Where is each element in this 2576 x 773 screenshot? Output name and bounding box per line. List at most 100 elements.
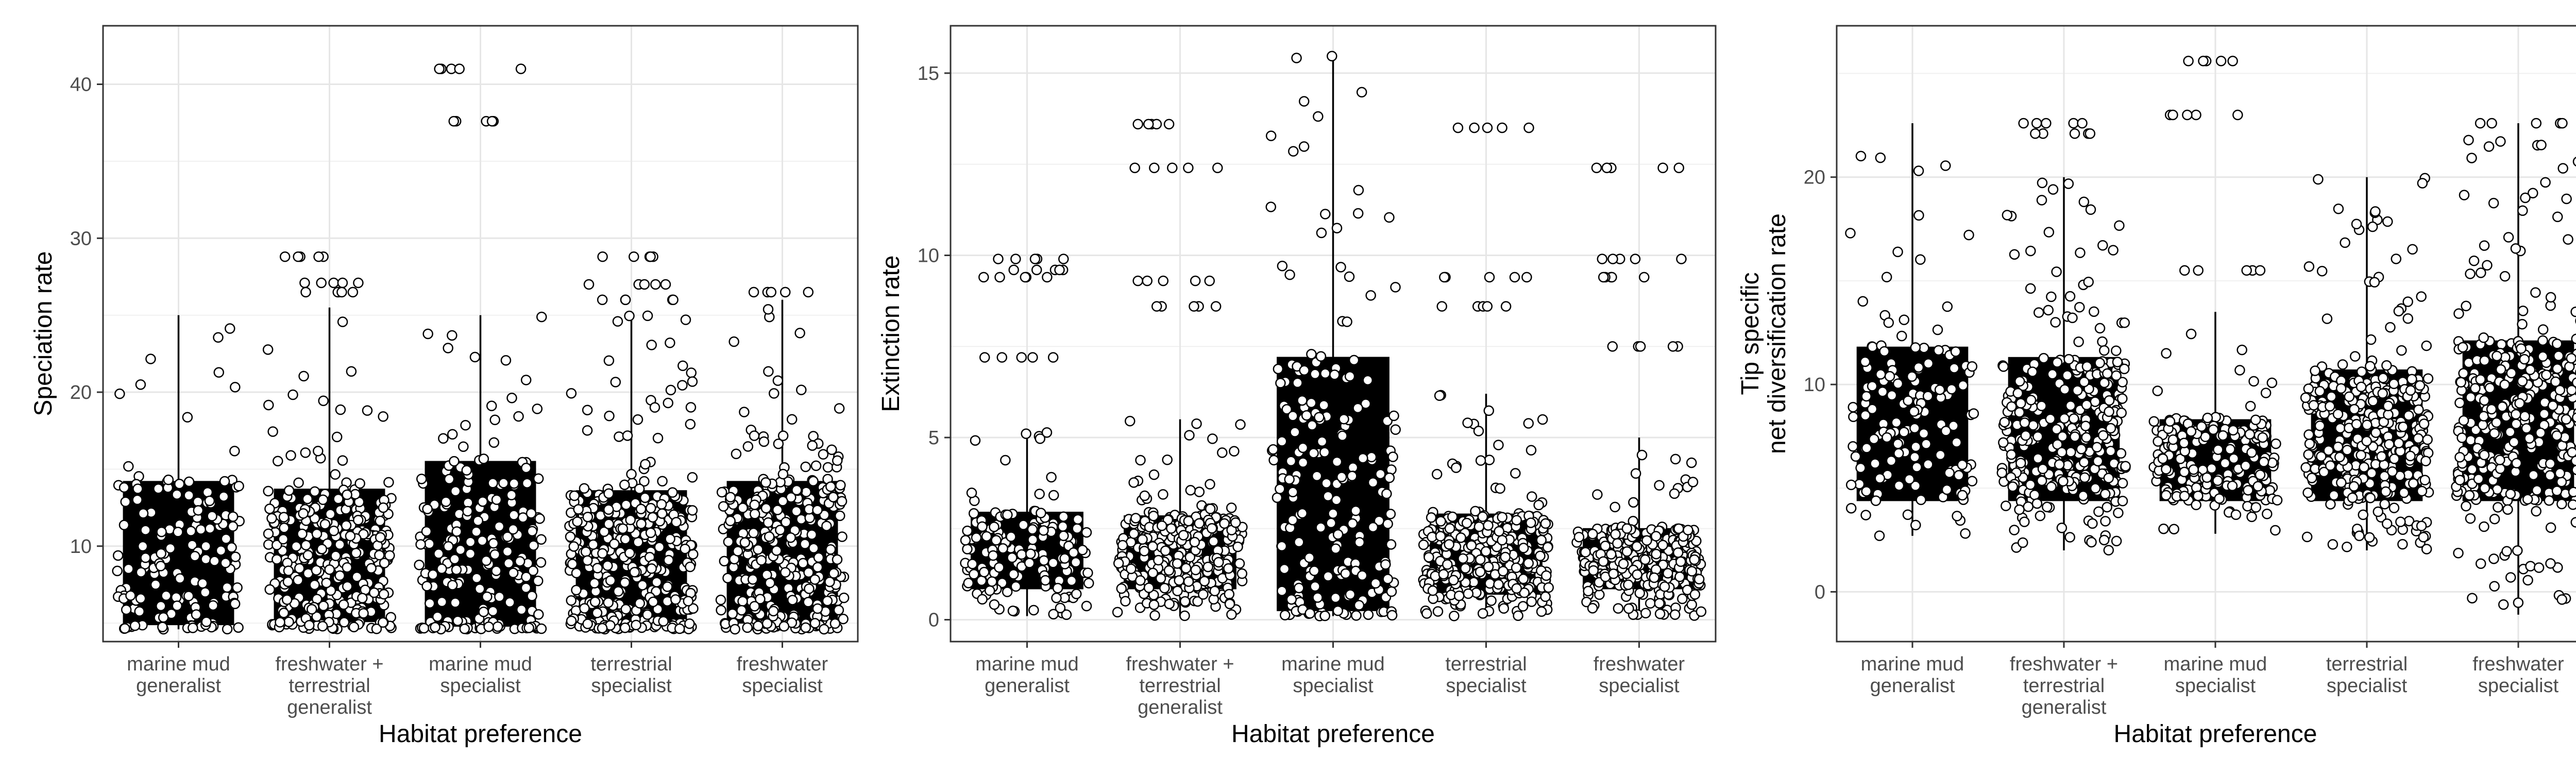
data-point — [1484, 455, 1495, 465]
data-point — [1052, 583, 1063, 594]
outlier-point — [2531, 117, 2542, 129]
data-point — [1265, 201, 1277, 212]
data-point — [2453, 308, 2464, 319]
data-point — [1963, 229, 1974, 241]
data-point — [163, 474, 174, 485]
x-tick-label: freshwater + — [275, 653, 383, 675]
data-point — [1892, 439, 1904, 449]
data-point — [1606, 549, 1617, 560]
data-point — [2114, 220, 2125, 231]
data-point — [1458, 553, 1468, 564]
data-point — [226, 542, 237, 553]
data-point — [597, 548, 608, 559]
data-point — [488, 437, 500, 448]
x-tick-label: generalist — [985, 675, 1070, 697]
data-point — [2236, 344, 2247, 356]
data-point — [657, 476, 668, 486]
data-point — [1057, 521, 1069, 532]
data-point — [2520, 192, 2531, 204]
data-point — [2325, 460, 2336, 471]
data-point — [1332, 605, 1344, 616]
data-point — [2063, 178, 2074, 189]
data-point — [1486, 595, 1497, 606]
data-point — [527, 526, 538, 537]
data-point — [1297, 457, 1309, 468]
data-point — [2421, 340, 2432, 351]
data-point — [2511, 409, 2521, 420]
data-point — [1500, 551, 1511, 563]
data-point — [1874, 530, 1885, 541]
data-point — [1860, 410, 1871, 421]
data-point — [836, 496, 848, 507]
data-point — [294, 563, 305, 574]
data-point — [651, 577, 662, 587]
data-point — [1845, 228, 1856, 239]
data-point — [2111, 535, 2122, 547]
data-point — [2212, 475, 2223, 486]
data-point — [2043, 305, 2054, 316]
data-point — [156, 526, 167, 537]
outlier-point — [1676, 254, 1687, 264]
data-point — [755, 594, 766, 604]
data-point — [1230, 517, 1241, 528]
data-point — [2228, 453, 2240, 464]
data-point — [1267, 444, 1279, 455]
data-point — [2479, 521, 2489, 532]
data-point — [1867, 341, 1878, 352]
data-point — [731, 448, 742, 459]
data-point — [2528, 469, 2539, 481]
outlier-point — [1047, 352, 1059, 363]
data-point — [739, 537, 751, 548]
data-point — [188, 623, 198, 633]
data-point — [2097, 336, 2108, 347]
data-point — [2545, 558, 2556, 569]
data-point — [2117, 478, 2128, 489]
data-point — [634, 483, 645, 494]
data-point — [221, 533, 232, 544]
data-point — [765, 577, 775, 589]
data-point — [1923, 459, 1934, 470]
data-point — [145, 354, 156, 364]
data-point — [509, 510, 519, 520]
data-point — [825, 481, 836, 492]
outlier-point — [1667, 341, 1679, 352]
data-point — [1630, 468, 1641, 479]
data-point — [1028, 604, 1039, 616]
data-point — [671, 516, 682, 528]
data-point — [633, 536, 643, 548]
data-point — [1592, 489, 1603, 500]
data-point — [1848, 401, 1859, 413]
data-point — [2094, 358, 2105, 368]
data-point — [1268, 455, 1279, 466]
data-point — [2528, 188, 2538, 199]
data-point — [2370, 206, 2381, 217]
data-point — [2303, 449, 2314, 460]
outlier-point — [279, 251, 291, 262]
data-point — [966, 488, 977, 498]
data-point — [2054, 459, 2065, 470]
outlier-point — [1020, 272, 1031, 283]
data-point — [1686, 457, 1697, 468]
data-point — [2416, 291, 2427, 302]
data-point — [506, 490, 517, 500]
data-point — [1536, 534, 1547, 546]
data-point — [1352, 208, 1364, 219]
data-point — [2089, 306, 2099, 317]
data-point — [718, 501, 729, 512]
data-point — [378, 411, 388, 422]
data-point — [2405, 450, 2416, 462]
data-point — [333, 493, 344, 505]
data-point — [2029, 490, 2040, 500]
data-point — [2365, 361, 2376, 372]
data-point — [988, 550, 998, 561]
data-point — [1875, 152, 1886, 163]
data-point — [1077, 545, 1088, 556]
data-point — [634, 598, 646, 609]
data-point — [646, 563, 657, 574]
outlier-point — [2191, 109, 2201, 121]
outlier-point — [1158, 275, 1169, 287]
data-point — [2514, 398, 2525, 409]
data-point — [663, 397, 673, 409]
data-point — [2522, 575, 2533, 586]
